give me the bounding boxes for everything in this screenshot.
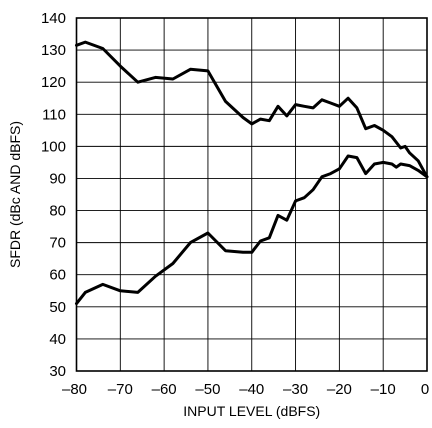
y-tick-label: 50: [49, 299, 66, 316]
y-axis-title: SFDR (dBc AND dBFS): [7, 121, 23, 268]
y-tick-label: 90: [49, 170, 66, 187]
y-tick-label: 70: [49, 235, 66, 252]
y-tick-label: 30: [49, 363, 66, 380]
x-tick-label: 0: [421, 381, 429, 398]
x-tick-label: –20: [327, 381, 352, 398]
y-tick-label: 120: [41, 74, 66, 91]
series-line-lower: [75, 154, 429, 306]
grid: [76, 17, 428, 372]
y-tick-labels: 30 40 50 60 70 80 90 100 110 120 130 140: [41, 10, 66, 380]
y-tick-label: 100: [41, 138, 66, 155]
x-tick-label: –30: [283, 381, 308, 398]
x-axis-title: INPUT LEVEL (dBFS): [183, 403, 320, 419]
series-line-upper: [75, 40, 429, 179]
x-tick-labels: –80 –70 –60 –50 –40 –30 –20 –10 0: [62, 381, 429, 398]
x-tick-label: –40: [239, 381, 264, 398]
y-tick-label: 80: [49, 203, 66, 220]
x-tick-label: –60: [152, 381, 177, 398]
series-layer: [75, 40, 429, 306]
x-tick-label: –50: [195, 381, 220, 398]
y-tick-label: 60: [49, 267, 66, 284]
y-tick-label: 140: [41, 10, 66, 27]
plot-frame: [75, 17, 428, 372]
x-tick-label: –10: [371, 381, 396, 398]
x-tick-label: –80: [62, 381, 87, 398]
x-tick-label: –70: [108, 381, 133, 398]
y-tick-label: 110: [42, 106, 66, 123]
y-tick-label: 130: [41, 42, 66, 59]
y-tick-label: 40: [49, 331, 66, 348]
